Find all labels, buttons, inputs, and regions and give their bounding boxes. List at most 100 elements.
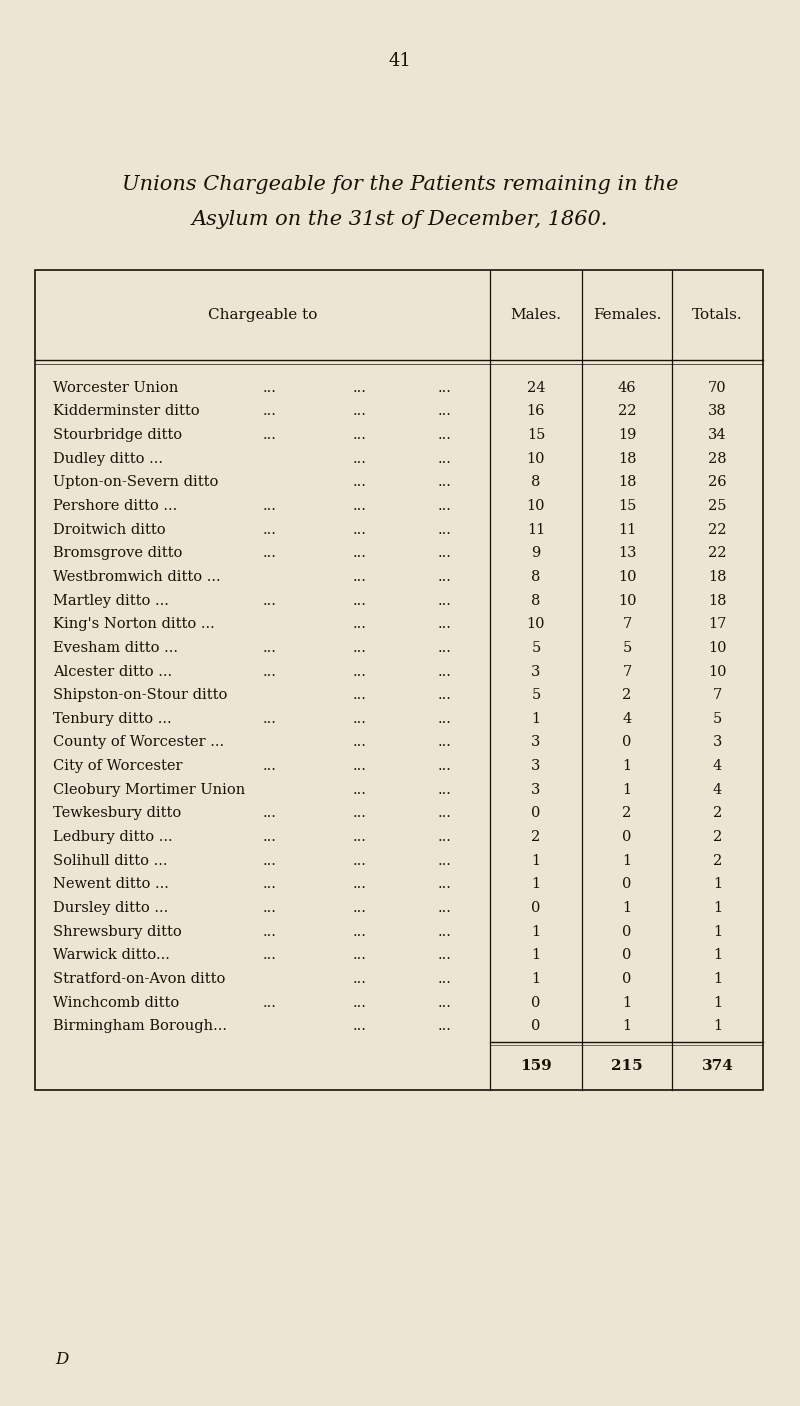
Text: ...: ... [438, 593, 452, 607]
Text: ...: ... [263, 901, 277, 915]
Text: Shipston-on-Stour ditto: Shipston-on-Stour ditto [53, 688, 227, 702]
Text: 0: 0 [622, 972, 632, 986]
Text: 3: 3 [531, 783, 541, 797]
Text: Winchcomb ditto: Winchcomb ditto [53, 995, 179, 1010]
Text: Pershore ditto ...: Pershore ditto ... [53, 499, 178, 513]
Text: ...: ... [263, 593, 277, 607]
Text: 4: 4 [622, 711, 632, 725]
Text: ...: ... [353, 948, 367, 962]
Text: ...: ... [438, 972, 452, 986]
Text: Dudley ditto ...: Dudley ditto ... [53, 451, 163, 465]
Text: Birmingham Borough...: Birmingham Borough... [53, 1019, 227, 1033]
Text: 2: 2 [713, 830, 722, 844]
Text: ...: ... [438, 1019, 452, 1033]
Text: 19: 19 [618, 427, 636, 441]
Text: 34: 34 [708, 427, 727, 441]
Text: 15: 15 [618, 499, 636, 513]
Text: 26: 26 [708, 475, 727, 489]
Text: 0: 0 [622, 735, 632, 749]
Text: 41: 41 [389, 52, 411, 70]
Text: 1: 1 [531, 948, 541, 962]
Text: ...: ... [263, 807, 277, 820]
Text: 2: 2 [713, 807, 722, 820]
Text: 159: 159 [520, 1059, 552, 1073]
Text: City of Worcester: City of Worcester [53, 759, 182, 773]
Text: 28: 28 [708, 451, 727, 465]
Text: 374: 374 [702, 1059, 734, 1073]
Text: ...: ... [438, 499, 452, 513]
Text: 10: 10 [618, 569, 636, 583]
Text: ...: ... [438, 830, 452, 844]
Text: 8: 8 [531, 593, 541, 607]
Text: ...: ... [438, 451, 452, 465]
Text: 0: 0 [622, 948, 632, 962]
Text: Tewkesbury ditto: Tewkesbury ditto [53, 807, 182, 820]
Text: ...: ... [263, 925, 277, 939]
Text: ...: ... [263, 381, 277, 395]
Text: 10: 10 [526, 451, 546, 465]
Text: Ledbury ditto ...: Ledbury ditto ... [53, 830, 173, 844]
Text: ...: ... [438, 641, 452, 655]
Text: 1: 1 [713, 877, 722, 891]
Text: ...: ... [263, 547, 277, 561]
Text: 1: 1 [713, 925, 722, 939]
Text: ...: ... [263, 759, 277, 773]
Text: ...: ... [438, 735, 452, 749]
Text: ...: ... [353, 499, 367, 513]
Text: ...: ... [438, 925, 452, 939]
Text: ...: ... [353, 759, 367, 773]
Text: ...: ... [353, 475, 367, 489]
Text: 1: 1 [713, 901, 722, 915]
Text: ...: ... [353, 427, 367, 441]
Text: Upton-on-Severn ditto: Upton-on-Severn ditto [53, 475, 218, 489]
Text: ...: ... [438, 427, 452, 441]
Text: 1: 1 [531, 972, 541, 986]
Text: ...: ... [353, 569, 367, 583]
Text: ...: ... [263, 499, 277, 513]
Text: ...: ... [438, 759, 452, 773]
Text: ...: ... [353, 451, 367, 465]
Text: 3: 3 [713, 735, 722, 749]
Text: ...: ... [263, 427, 277, 441]
Text: ...: ... [353, 830, 367, 844]
Text: Totals.: Totals. [692, 308, 743, 322]
Text: ...: ... [263, 877, 277, 891]
Text: Droitwich ditto: Droitwich ditto [53, 523, 166, 537]
Text: 18: 18 [618, 475, 636, 489]
Text: Males.: Males. [510, 308, 562, 322]
Text: 1: 1 [622, 853, 631, 868]
Text: ...: ... [263, 641, 277, 655]
Text: ...: ... [353, 901, 367, 915]
Text: 25: 25 [708, 499, 726, 513]
Text: ...: ... [353, 617, 367, 631]
Text: ...: ... [353, 405, 367, 419]
Text: ...: ... [353, 547, 367, 561]
Text: ...: ... [438, 523, 452, 537]
Text: 0: 0 [531, 901, 541, 915]
Text: 1: 1 [622, 759, 631, 773]
Text: ...: ... [353, 807, 367, 820]
Text: ...: ... [438, 617, 452, 631]
Text: County of Worcester ...: County of Worcester ... [53, 735, 224, 749]
Text: ...: ... [263, 711, 277, 725]
Text: ...: ... [263, 853, 277, 868]
Text: ...: ... [263, 995, 277, 1010]
Text: ...: ... [438, 475, 452, 489]
Text: ...: ... [438, 877, 452, 891]
Text: 10: 10 [708, 665, 726, 679]
Text: 7: 7 [622, 617, 632, 631]
Text: Cleobury Mortimer Union: Cleobury Mortimer Union [53, 783, 246, 797]
Text: 22: 22 [618, 405, 636, 419]
Text: Asylum on the 31st of December, 1860.: Asylum on the 31st of December, 1860. [192, 209, 608, 229]
Text: 5: 5 [713, 711, 722, 725]
Text: ...: ... [438, 853, 452, 868]
Text: ...: ... [353, 1019, 367, 1033]
Text: ...: ... [438, 807, 452, 820]
Text: 2: 2 [622, 807, 632, 820]
Text: 17: 17 [708, 617, 726, 631]
Text: 11: 11 [527, 523, 545, 537]
Text: King's Norton ditto ...: King's Norton ditto ... [53, 617, 214, 631]
Text: 0: 0 [531, 1019, 541, 1033]
Text: ...: ... [263, 523, 277, 537]
Text: 18: 18 [708, 593, 726, 607]
